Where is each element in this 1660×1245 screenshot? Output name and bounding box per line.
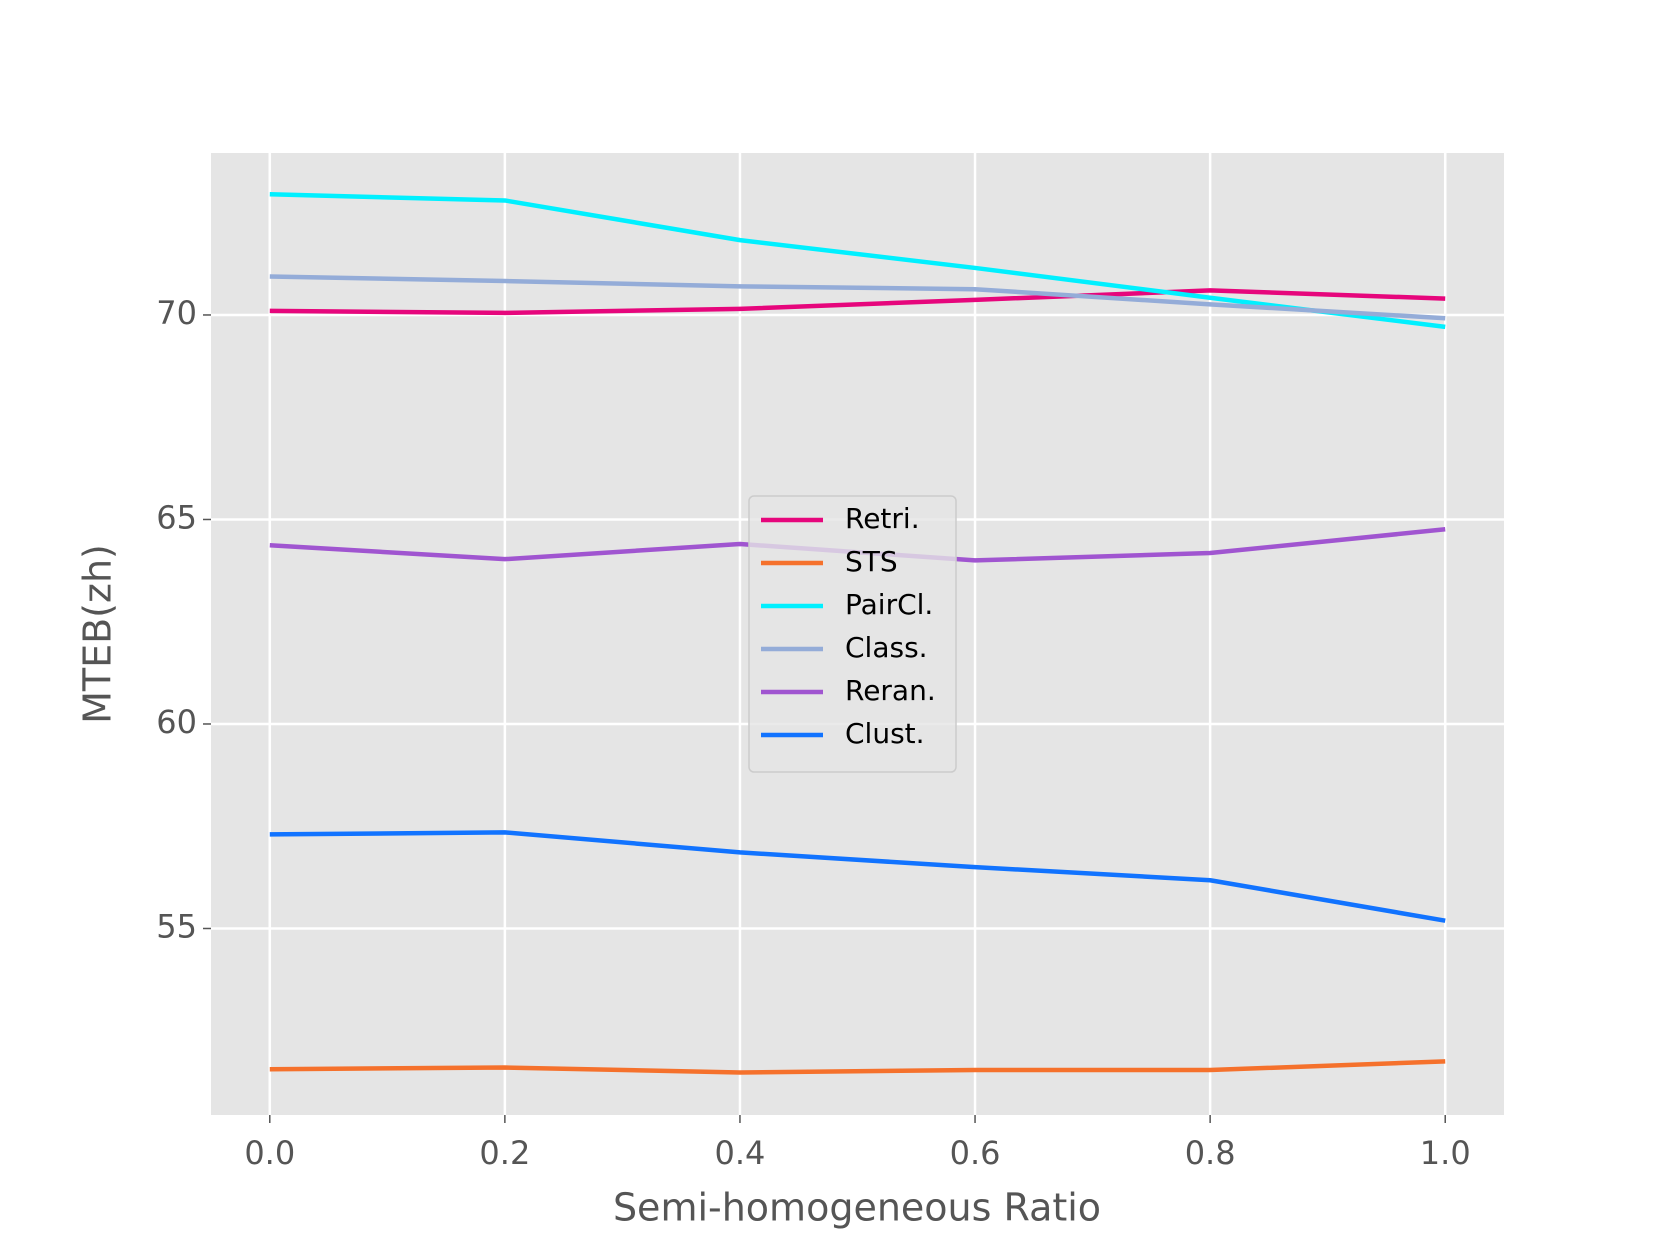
- series-line: [269, 830, 1446, 923]
- series-line: [269, 1059, 1446, 1075]
- series-line: [269, 274, 1446, 321]
- y-tick-label: 70: [156, 294, 197, 332]
- x-tick-label: 0.4: [715, 1134, 766, 1172]
- x-tick-label: 0.0: [244, 1134, 295, 1172]
- legend-label: PairCl.: [845, 588, 933, 621]
- x-tick-label: 1.0: [1420, 1134, 1471, 1172]
- y-tick-label: 55: [156, 907, 197, 945]
- y-tick-label: 60: [156, 703, 197, 741]
- legend-label: Class.: [845, 631, 928, 664]
- legend-label: Retri.: [845, 502, 920, 535]
- legend: Retri. STS PairCl. Class. Reran. Clust.: [748, 495, 957, 773]
- y-tick-label: 65: [156, 498, 197, 536]
- x-tick-label: 0.6: [950, 1134, 1001, 1172]
- x-axis-label: Semi-homogeneous Ratio: [613, 1186, 1101, 1230]
- legend-label: Clust.: [845, 717, 925, 750]
- legend-label: Reran.: [845, 674, 936, 707]
- y-axis-label: MTEB(zh): [76, 544, 120, 724]
- series-line: [269, 192, 1446, 330]
- legend-label: STS: [845, 545, 898, 578]
- series-line: [269, 288, 1446, 316]
- x-tick-label: 0.8: [1185, 1134, 1236, 1172]
- x-tick-label: 0.2: [479, 1134, 530, 1172]
